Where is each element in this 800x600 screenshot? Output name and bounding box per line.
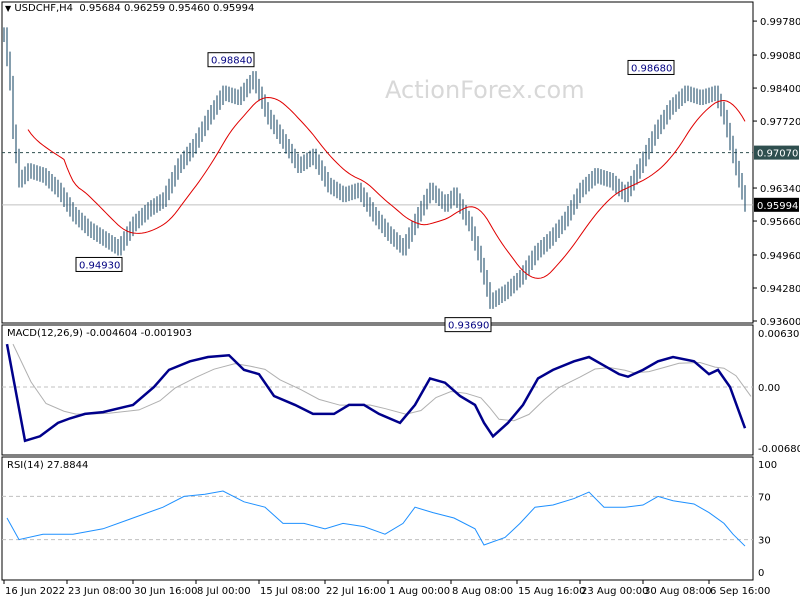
time-tick-label: 15 Aug 16:00 xyxy=(518,586,585,597)
rsi-tick-label: 100 xyxy=(758,460,777,471)
price-tick-label: 0.94280 xyxy=(760,284,800,295)
time-tick-label: 23 Aug 00:00 xyxy=(581,586,648,597)
price-annotation-label: 0.94930 xyxy=(79,260,120,271)
moving-average-line xyxy=(27,97,746,279)
price-annotation-box xyxy=(207,52,255,68)
current-price-tag xyxy=(754,197,799,212)
macd-signal-line xyxy=(12,343,752,422)
macd-tick-label: 0.006301 xyxy=(758,329,800,340)
time-tick-label: 6 Sep 16:00 xyxy=(710,586,770,597)
price-annotation-box xyxy=(444,317,492,333)
time-tick-label: 22 Jul 16:00 xyxy=(326,586,386,597)
price-annotation-label: 0.93690 xyxy=(448,321,489,332)
resistance-price-tag xyxy=(754,145,799,160)
price-annotation-label: 0.98840 xyxy=(211,56,252,67)
current-price-label: 0.95994 xyxy=(757,201,798,212)
close-value: 0.95994 xyxy=(213,3,255,14)
low-value: 0.95460 xyxy=(168,3,210,14)
dropdown-triangle-icon[interactable]: ▼ xyxy=(5,4,12,13)
rsi-tick-label: 30 xyxy=(758,536,771,547)
price-tick-label: 0.98400 xyxy=(760,84,800,95)
high-value: 0.96259 xyxy=(123,3,166,14)
rsi-label: RSI(14) 27.8844 xyxy=(7,460,89,471)
time-tick-label: 1 Aug 00:00 xyxy=(389,586,450,597)
macd-label: MACD(12,26,9) -0.004604 -0.001903 xyxy=(7,328,192,339)
time-tick-label: 8 Aug 08:00 xyxy=(452,586,513,597)
macd-panel-frame xyxy=(1,324,754,456)
time-tick-label: 16 Jun 2022 xyxy=(5,586,65,597)
price-tick-label: 0.96340 xyxy=(760,184,800,195)
price-tick-label: 0.94960 xyxy=(760,251,800,262)
price-panel-frame xyxy=(1,1,754,324)
macd-tick-label: -0.006805 xyxy=(758,444,800,455)
resistance-price-label: 0.97070 xyxy=(757,149,798,160)
time-tick-label: 30 Jun 16:00 xyxy=(134,586,198,597)
symbol-label: USDCHF,H4 xyxy=(14,3,74,14)
watermark: ActionForex.com xyxy=(385,76,585,104)
price-tick-label: 0.99080 xyxy=(760,51,800,62)
time-tick-label: 15 Jul 08:00 xyxy=(260,586,320,597)
rsi-line xyxy=(6,490,746,547)
macd-tick-label: 0.00 xyxy=(758,383,780,394)
price-annotation-box xyxy=(627,59,675,75)
price-tick-label: 0.99780 xyxy=(760,17,800,28)
price-annotation-box xyxy=(75,256,123,272)
price-tick-label: 0.97720 xyxy=(760,117,800,128)
time-tick-label: 23 Jun 08:00 xyxy=(68,586,132,597)
price-tick-label: 0.95660 xyxy=(760,217,800,228)
macd-main-line xyxy=(5,343,747,443)
time-tick-label: 8 Jul 00:00 xyxy=(197,586,251,597)
rsi-tick-label: 0 xyxy=(758,568,764,579)
open-value: 0.95684 xyxy=(79,3,121,14)
price-annotation-label: 0.98680 xyxy=(631,63,672,74)
rsi-panel-frame xyxy=(1,456,754,581)
rsi-tick-label: 70 xyxy=(758,492,771,503)
time-tick-label: 30 Aug 08:00 xyxy=(644,586,711,597)
chart-header: ▼ USDCHF,H4 0.95684 0.96259 0.95460 0.95… xyxy=(5,3,254,14)
price-tick-label: 0.93600 xyxy=(760,317,800,328)
